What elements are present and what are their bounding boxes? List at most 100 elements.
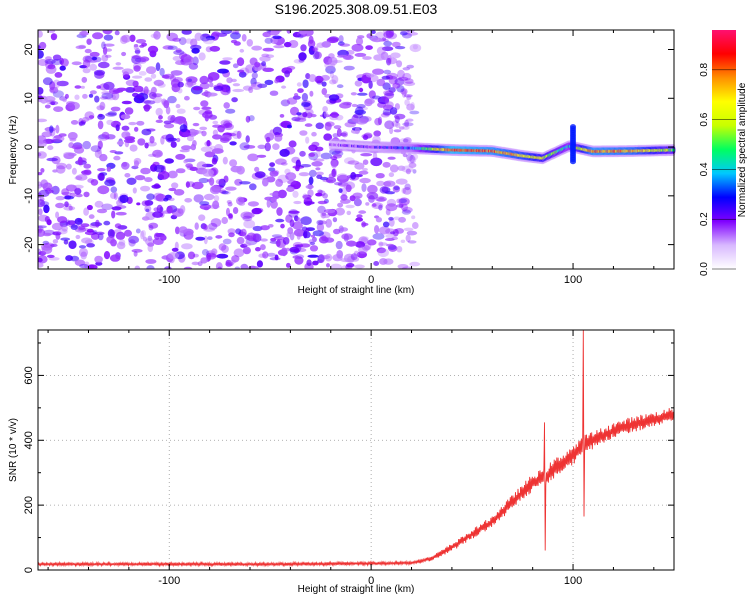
noise-blob [49,101,59,106]
noise-blob [300,44,307,52]
noise-blob [351,103,358,108]
noise-blob [375,196,387,202]
noise-blob [128,239,136,247]
colorbar: 0.0 0.2 0.4 0.6 0.8 Normalized spectral ampl… [699,30,748,276]
noise-blob [51,59,63,66]
noise-blob [406,153,413,162]
noise-blob [226,207,230,217]
noise-blob [101,203,113,211]
noise-blob [162,73,175,80]
noise-blob [393,216,401,221]
noise-blob [401,165,414,173]
noise-blob [83,207,89,216]
noise-blob [341,233,353,240]
snr-ticks: -100 0 100 0 200 400 600 [23,330,674,587]
noise-blob [98,172,105,181]
noise-blob [141,200,150,207]
noise-blob [378,204,383,211]
noise-blob [74,85,82,89]
noise-blob [345,264,353,269]
noise-blob [172,56,181,61]
noise-blob [140,167,151,175]
noise-blob [177,88,183,94]
noise-blob [182,132,192,138]
noise-blob [251,207,262,215]
noise-blob [216,253,229,259]
noise-blob [301,92,308,102]
noise-blob [260,244,266,251]
noise-blob [140,230,145,240]
noise-blob [386,243,395,247]
noise-blob [236,236,245,245]
noise-blob [375,217,382,223]
noise-blob [82,59,91,69]
noise-blob [233,248,245,258]
noise-blob [377,248,389,258]
noise-blob [385,97,390,105]
noise-blob [40,179,49,189]
noise-blob [378,242,388,246]
noise-blob [388,87,396,93]
noise-blob [387,54,392,64]
noise-blob [288,210,300,214]
noise-blob [411,153,419,161]
noise-blob [144,77,153,82]
noise-blob [59,57,64,65]
noise-blob [205,35,216,41]
noise-blob [106,119,114,125]
noise-blob [229,159,238,167]
noise-blob [351,43,364,52]
noise-blob [125,137,134,143]
noise-blob [86,228,94,233]
noise-blob [248,86,254,94]
noise-blob [38,172,43,176]
noise-blob [175,103,181,109]
noise-blob [50,33,57,41]
noise-blob [406,103,415,111]
noise-blob [308,35,314,44]
noise-blob [372,68,384,75]
noise-blob [148,222,159,229]
noise-blob [376,180,385,187]
noise-blob [322,106,328,113]
noise-blob [107,111,117,116]
noise-blob [199,126,208,131]
noise-blob [304,123,313,127]
noise-blob [280,223,285,229]
noise-blob [409,154,415,164]
noise-blob [374,117,382,126]
spectrogram-y-tick-label: 0 [23,144,35,150]
noise-blob [188,62,199,70]
noise-blob [377,116,383,126]
noise-blob [63,239,69,245]
noise-blob [402,206,413,213]
noise-blob [397,264,409,269]
noise-blob [153,30,161,40]
noise-blob [406,64,415,69]
noise-blob [357,92,368,96]
noise-blob [61,225,68,232]
noise-blob [269,162,275,168]
noise-blob [323,111,329,118]
noise-blob [409,43,422,53]
noise-blob [324,237,335,243]
noise-blob [53,106,64,112]
noise-blob [390,231,396,235]
noise-blob [391,41,401,48]
noise-blob [126,177,137,185]
noise-blob [232,63,239,69]
noise-blob [236,57,245,67]
noise-blob [204,151,216,158]
noise-blob [353,250,359,257]
noise-blob [74,176,83,181]
noise-blob [247,153,259,162]
noise-blob [339,43,351,47]
noise-blob [357,35,365,39]
noise-blob [345,204,355,209]
noise-blob [286,186,295,192]
noise-blob [402,187,412,195]
noise-blob [75,174,88,181]
spectrogram-y-tick-label: 20 [23,43,35,55]
noise-blob [62,98,67,103]
noise-blob [257,83,268,89]
